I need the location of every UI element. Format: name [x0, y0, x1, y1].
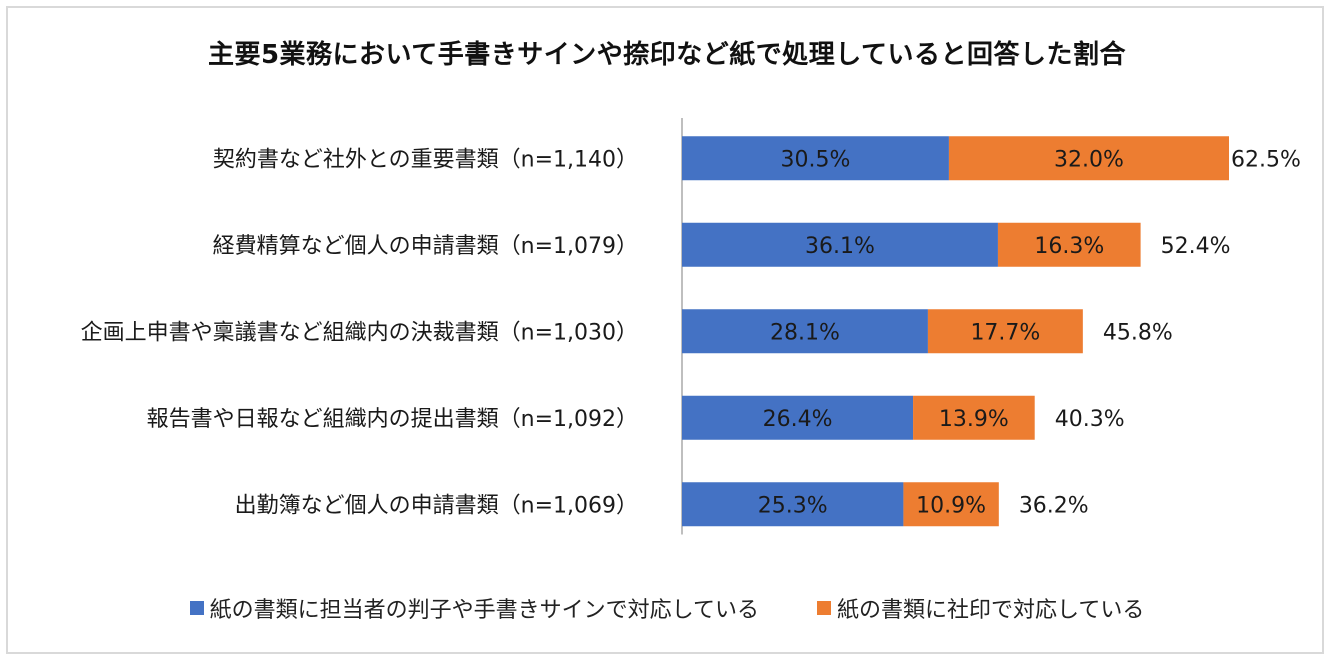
data-label-series1: 30.5% — [781, 147, 851, 172]
legend-swatch-series2 — [817, 601, 831, 615]
total-label: 36.2% — [1019, 493, 1089, 518]
data-label-series1: 26.4% — [763, 407, 833, 432]
total-label: 40.3% — [1055, 407, 1125, 432]
total-label: 45.8% — [1103, 320, 1173, 345]
data-label-series2: 13.9% — [939, 407, 1009, 432]
chart-title: 主要5業務において手書きサインや捺印など紙で処理していると回答した割合 — [207, 40, 1127, 70]
category-label: 経費精算など個人の申請書類（n=1,079） — [213, 234, 638, 259]
category-label: 報告書や日報など組織内の提出書類（n=1,092） — [147, 407, 638, 432]
legend-item-series2: 紙の書類に社印で対応している — [817, 592, 1144, 624]
data-label-series2: 10.9% — [916, 493, 986, 518]
total-label: 52.4% — [1161, 234, 1231, 259]
chart-frame — [6, 6, 1324, 654]
legend-label-series1: 紙の書類に担当者の判子や手書きサインで対応している — [209, 598, 759, 623]
bar-series1 — [682, 309, 928, 354]
bar-series1 — [682, 136, 949, 181]
legend-swatch-series1 — [189, 601, 204, 615]
legend-label-series2: 紙の書類に社印で対応している — [837, 598, 1145, 623]
bar-series1 — [682, 222, 998, 267]
category-label: 出勤簿など個人の申請書類（n=1,069） — [235, 493, 638, 518]
bar-series2 — [948, 136, 1229, 181]
data-label-series1: 28.1% — [770, 320, 840, 345]
data-label-series2: 17.7% — [970, 320, 1040, 345]
bar-series2 — [913, 395, 1035, 440]
data-label-series2: 32.0% — [1054, 147, 1124, 172]
legend-item-series1: 紙の書類に担当者の判子や手書きサインで対応している — [189, 592, 759, 624]
bar-series2 — [927, 309, 1083, 354]
category-label: 契約書など社外との重要書類（n=1,140） — [213, 147, 638, 172]
bar-series1 — [682, 395, 914, 440]
bar-series2 — [903, 482, 999, 527]
data-label-series1: 36.1% — [805, 234, 875, 259]
total-label: 62.5% — [1231, 147, 1301, 172]
data-label-series2: 16.3% — [1034, 234, 1104, 259]
bar-series1 — [682, 482, 904, 527]
category-label: 企画上申書や稟議書など組織内の決裁書類（n=1,030） — [81, 320, 638, 345]
bar-series2 — [997, 222, 1141, 267]
legend: 紙の書類に担当者の判子や手書きサインで対応している 紙の書類に社印で対応している — [0, 592, 1334, 624]
data-label-series1: 25.3% — [758, 493, 828, 518]
